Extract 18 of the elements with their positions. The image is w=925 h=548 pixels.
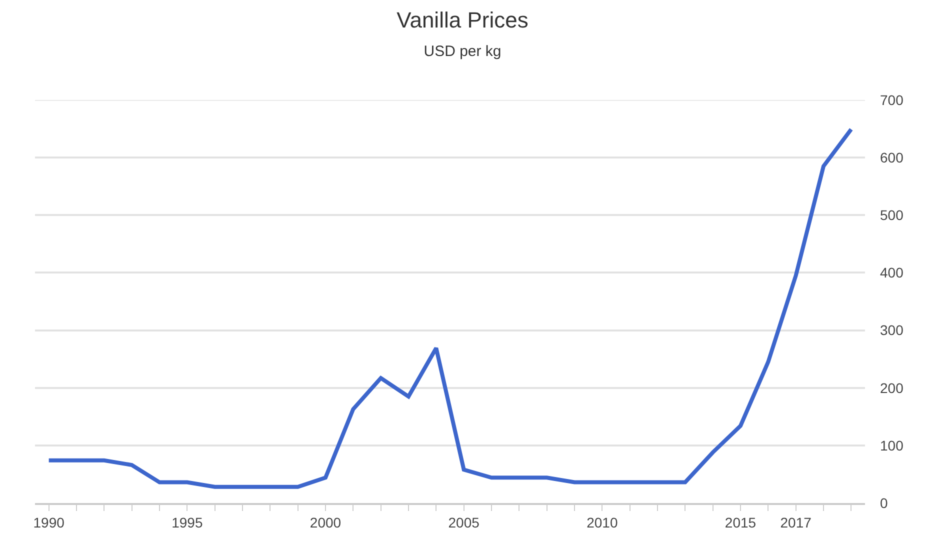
y-tick-label: 100 <box>880 437 904 454</box>
x-tick-label: 2000 <box>310 514 342 531</box>
y-tick-label: 400 <box>880 264 904 281</box>
x-tick-label: 1995 <box>172 514 203 531</box>
y-tick-label: 700 <box>880 92 904 108</box>
y-tick-label: 600 <box>880 149 904 166</box>
x-tick-label: 2010 <box>586 514 618 531</box>
x-tick-label: 2017 <box>780 514 812 531</box>
x-tick-label: 2005 <box>448 514 480 531</box>
line-series <box>46 127 854 489</box>
x-tick-label: 1990 <box>33 514 65 531</box>
y-tick-label: 200 <box>880 380 904 396</box>
x-tick-label: 2015 <box>724 514 756 531</box>
y-tick-label: 0 <box>880 494 888 511</box>
chart-subtitle: USD per kg <box>424 43 502 60</box>
chart-title: Vanilla Prices <box>396 7 528 32</box>
y-tick-label: 500 <box>880 207 904 224</box>
y-tick-label: 300 <box>880 322 904 338</box>
